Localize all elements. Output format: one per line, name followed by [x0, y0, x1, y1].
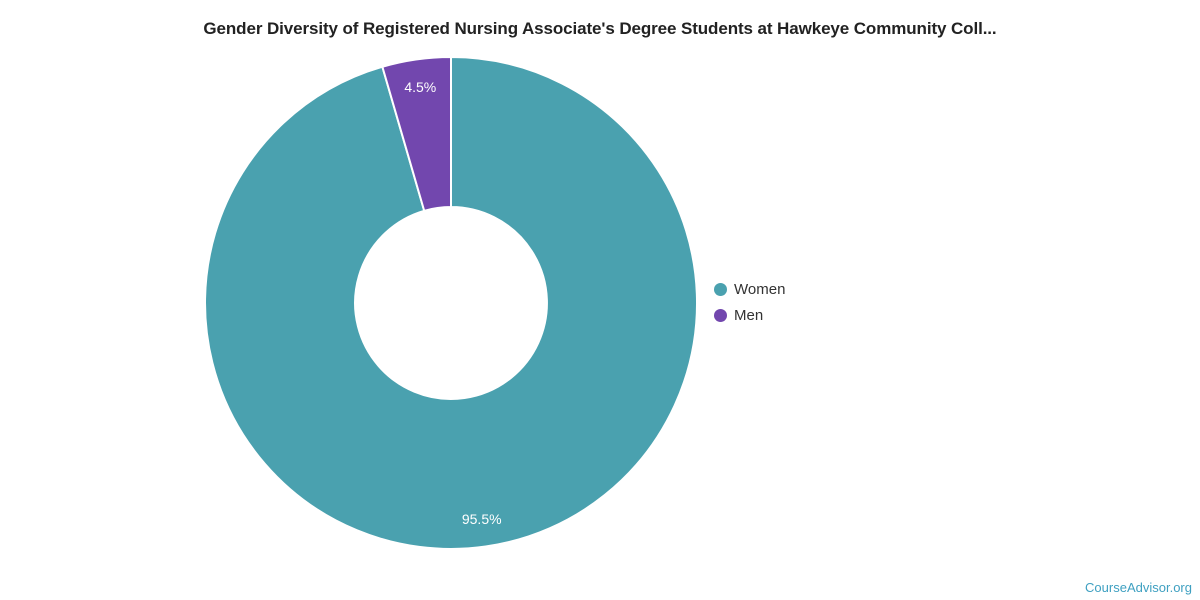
legend-marker-men-icon: [714, 308, 727, 322]
slice-label-men: 4.5%: [404, 79, 436, 95]
legend-label-women: Women: [734, 280, 786, 298]
chart-title: Gender Diversity of Registered Nursing A…: [203, 19, 997, 38]
legend-item-men[interactable]: Men: [714, 304, 785, 326]
courseadvisor-watermark-link[interactable]: CourseAdvisor.org: [1085, 580, 1192, 595]
slice-label-women: 95.5%: [462, 511, 502, 527]
legend-label-men: Men: [734, 306, 764, 324]
pie-slice-women[interactable]: [204, 56, 698, 550]
legend-marker-women-icon: [714, 282, 727, 296]
chart-legend: Women Men: [714, 278, 785, 326]
pie-slice-men[interactable]: [381, 56, 452, 212]
legend-item-women[interactable]: Women: [714, 278, 785, 300]
